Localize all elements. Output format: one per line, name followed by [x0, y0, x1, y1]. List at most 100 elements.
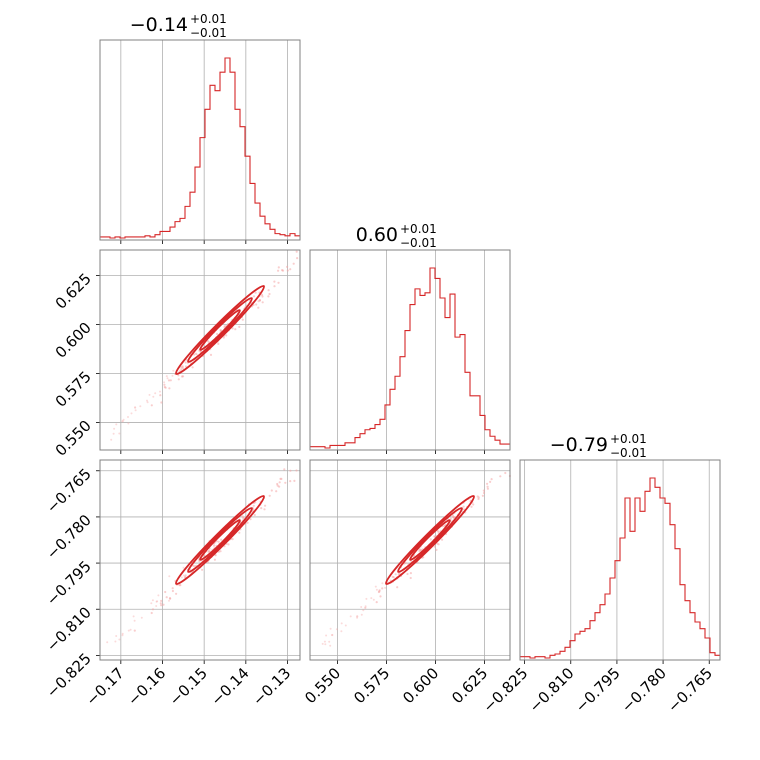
scatter-point — [207, 551, 209, 553]
scatter-point — [152, 396, 154, 398]
scatter-point — [216, 333, 218, 335]
scatter-point — [163, 381, 165, 383]
scatter-point — [166, 375, 168, 377]
scatter-point — [247, 522, 249, 524]
scatter-point — [242, 515, 244, 517]
scatter-point — [470, 506, 472, 508]
scatter-point — [128, 630, 130, 632]
scatter-point — [289, 480, 291, 482]
histogram-title-median: −0.79 — [550, 434, 608, 456]
scatter-point — [122, 634, 124, 636]
scatter-point — [289, 470, 291, 472]
scatter-point — [160, 401, 162, 403]
scatter-point — [172, 590, 174, 592]
histogram-step-1 — [310, 268, 510, 448]
scatter-point — [196, 354, 198, 356]
scatter-point — [133, 615, 135, 617]
scatter-point — [268, 293, 270, 295]
y-tick-label: −0.780 — [43, 511, 95, 563]
x-tick-label: −0.825 — [479, 664, 531, 716]
scatter-point — [322, 643, 324, 645]
scatter-point — [410, 577, 412, 579]
scatter-point — [151, 404, 153, 406]
scatter-point — [183, 575, 185, 577]
scatter-point — [223, 336, 225, 338]
scatter-point — [113, 428, 115, 430]
scatter-point — [406, 573, 408, 575]
histogram-title-upper-error: +0.01 — [400, 222, 437, 236]
scatter-point — [350, 615, 352, 617]
scatter-point — [392, 576, 394, 578]
scatter-point — [106, 641, 108, 643]
scatter-point — [336, 628, 338, 630]
scatter-point — [141, 617, 143, 619]
scatter-point — [172, 370, 174, 372]
scatter-point — [147, 401, 149, 403]
scatter-point — [238, 326, 240, 328]
scatter-point — [434, 546, 436, 548]
scatter-point — [168, 575, 170, 577]
scatter-point — [287, 269, 289, 271]
scatter-point — [264, 505, 266, 507]
scatter-point — [486, 483, 488, 485]
scatter-point — [261, 295, 263, 297]
scatter-point — [395, 573, 397, 575]
scatter-point — [289, 268, 291, 270]
scatter-point — [182, 375, 184, 377]
scatter-point — [381, 582, 383, 584]
scatter-point — [160, 604, 162, 606]
contour-level-2 — [185, 505, 255, 575]
scatter-point — [134, 620, 136, 622]
scatter-point — [181, 366, 183, 368]
scatter-point — [267, 295, 269, 297]
scatter-point — [160, 602, 162, 604]
histogram-step-0 — [100, 58, 300, 238]
scatter-point — [162, 604, 164, 606]
y-tick-label: −0.810 — [43, 603, 95, 655]
scatter-point — [293, 263, 295, 265]
scatter-point — [483, 492, 485, 494]
scatter-point — [477, 495, 479, 497]
scatter-point — [489, 481, 491, 483]
y-tick-label: 0.625 — [52, 270, 95, 313]
scatter-point — [259, 299, 261, 301]
scatter-point — [214, 559, 216, 561]
scatter-point — [131, 412, 133, 414]
scatter-point — [277, 282, 279, 284]
scatter-point — [115, 635, 117, 637]
scatter-point — [220, 539, 222, 541]
scatter-point — [277, 270, 279, 272]
histogram-title-median: −0.14 — [130, 14, 188, 36]
scatter-point — [262, 301, 264, 303]
scatter-point — [135, 409, 137, 411]
scatter-point — [175, 593, 177, 595]
scatter-point — [360, 606, 362, 608]
x-tick-label: 0.575 — [350, 664, 393, 707]
scatter-point — [269, 495, 271, 497]
scatter-point — [139, 405, 141, 407]
scatter-point — [279, 478, 281, 480]
scatter-point — [149, 394, 151, 396]
x-tick-label: −0.13 — [249, 664, 294, 709]
scatter-point — [277, 485, 279, 487]
histogram-title-upper-error: +0.01 — [610, 432, 647, 446]
scatter-point — [379, 595, 381, 597]
scatter-point — [218, 541, 220, 543]
scatter-point — [418, 550, 420, 552]
scatter-point — [381, 587, 383, 589]
scatter-point — [324, 643, 326, 645]
scatter-point — [156, 601, 158, 603]
scatter-point — [324, 641, 326, 643]
y-tick-label: −0.765 — [43, 465, 95, 517]
scatter-point — [220, 329, 222, 331]
scatter-point — [172, 375, 174, 377]
scatter-point — [376, 601, 378, 603]
scatter-point — [295, 469, 297, 471]
x-tick-label: −0.810 — [526, 664, 578, 716]
scatter-point — [201, 569, 203, 571]
scatter-point — [278, 266, 280, 268]
scatter-point — [482, 495, 484, 497]
scatter-point — [362, 609, 364, 611]
scatter-point — [437, 530, 439, 532]
scatter-point — [376, 589, 378, 591]
